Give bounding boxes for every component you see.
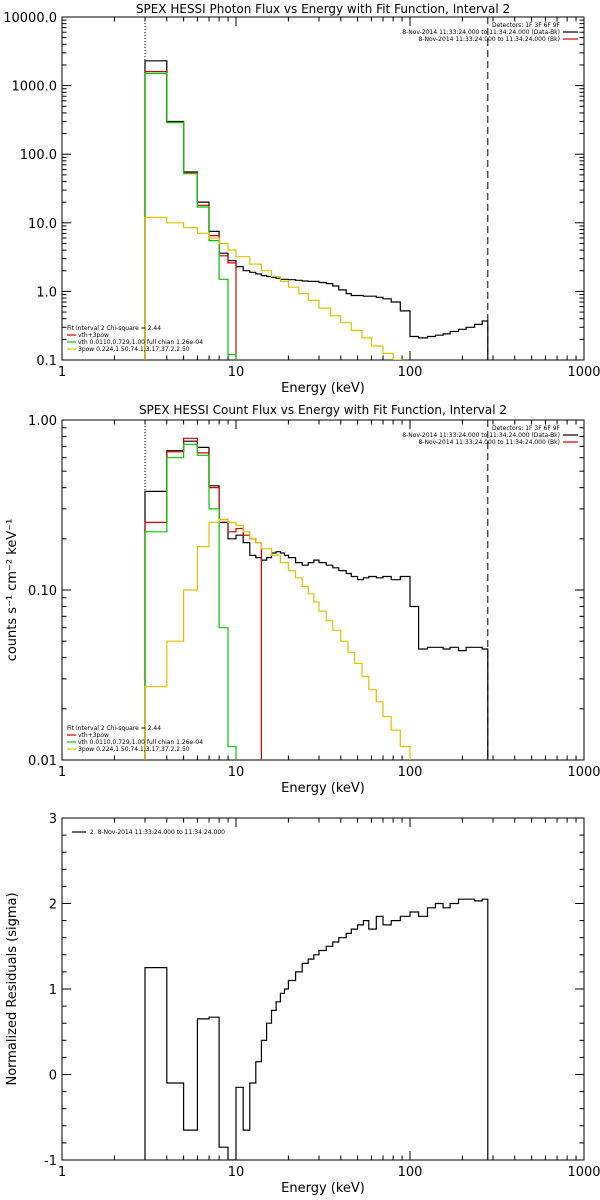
x-axis-label: Energy (keV) — [281, 381, 365, 396]
y-axis-label: Normalized Residuals (sigma) — [5, 892, 20, 1085]
plot-frame — [61, 16, 585, 361]
x-tick-label: 100 — [398, 1165, 423, 1180]
legend-bottom-entry: Fit Interval 2 Chi-square = 2.44 — [67, 725, 161, 732]
legend-bottom-entry: 3pow 0.224,1.50,74.1,3.17,37.2,2.50 — [78, 746, 190, 753]
series-group — [144, 60, 489, 360]
y-tick-label: 1 — [49, 983, 57, 998]
y-tick-label: 3 — [49, 812, 57, 827]
series-4-histogram — [144, 518, 411, 760]
legend-bottom-entry: vth 0.0110,0.729,1.00 full chian 1.26e-0… — [78, 339, 203, 346]
x-tick-label: 10 — [228, 1165, 245, 1180]
x-axis-label: Energy (keV) — [281, 1181, 365, 1196]
series-group — [144, 437, 489, 760]
y-tick-label: 10.0 — [28, 217, 57, 232]
legend-top-entry: 8-Nov-2014 11:33:24.000 to 11:34:24.000 … — [402, 29, 560, 36]
y-tick-label: 10000.0 — [3, 11, 57, 26]
x-ticks — [61, 818, 585, 1160]
series-1-histogram — [144, 898, 489, 1160]
series-2-histogram — [144, 437, 262, 760]
plot-frame — [61, 817, 585, 1161]
legend-bottom-entry: vth 0.0110,0.729,1.00 full chian 1.26e-0… — [78, 739, 203, 746]
legend-top-entry: 8-Nov-2014 11:33:24.000 to 11:34:24.000 … — [418, 36, 560, 43]
series-3-histogram — [144, 72, 237, 360]
legend-bottom: Fit Interval 2 Chi-square = 2.44vth+3pow… — [67, 725, 203, 753]
legend-top-entry: Detectors: 1F 3F 6F 9F — [492, 425, 561, 432]
x-ticks — [61, 17, 585, 360]
legend-top-entry: 2. 8-Nov-2014 11:33:24.000 to 11:34:24.0… — [90, 829, 225, 836]
y-ticks — [62, 427, 584, 761]
x-ticks — [61, 420, 585, 760]
y-tick-label: 2 — [49, 898, 57, 913]
series-4-histogram — [144, 216, 403, 360]
x-tick-label: 10 — [228, 765, 245, 780]
y-tick-label: 1000.0 — [12, 80, 58, 95]
panel-1: SPEX HESSI Photon Flux vs Energy with Fi… — [3, 2, 600, 396]
legend-bottom-entry: vth+3pow — [78, 332, 109, 339]
x-tick-label: 1000 — [567, 1165, 600, 1180]
y-tick-label: 0.1 — [36, 354, 57, 369]
legend-bottom-entry: 3pow 0.224,1.50,74.1,3.17,37.2,2.50 — [78, 346, 190, 353]
legend-bottom: Fit Interval 2 Chi-square = 2.44vth+3pow… — [67, 325, 203, 353]
legend-bottom-entry: Fit Interval 2 Chi-square = 2.44 — [67, 325, 161, 332]
y-tick-label: 1.00 — [28, 414, 57, 429]
plot-frame — [61, 419, 585, 761]
chart-title: SPEX HESSI Photon Flux vs Energy with Fi… — [136, 2, 510, 16]
legend-top-entry: 8-Nov-2014 11:33:24.000 to 11:34:24.000 … — [418, 439, 560, 446]
legend-top: 2. 8-Nov-2014 11:33:24.000 to 11:34:24.0… — [72, 829, 225, 836]
legend-top-entry: 8-Nov-2014 11:33:24.000 to 11:34:24.000 … — [402, 432, 560, 439]
panel-3: 1 10 100 1000 -1 0 1 2 3 Energy (keV) Normalized R… — [5, 812, 600, 1196]
y-tick-label: 1.0 — [36, 285, 57, 300]
legend-top-entry: Detectors: 1F 3F 6F 9F — [492, 22, 561, 29]
x-tick-label: 1000 — [567, 765, 600, 780]
series-group — [144, 898, 489, 1160]
x-axis-label: Energy (keV) — [281, 781, 365, 796]
y-tick-label: -1 — [44, 1154, 57, 1169]
x-tick-label: 1 — [58, 365, 66, 380]
series-3-histogram — [144, 443, 237, 760]
panel-2: SPEX HESSI Count Flux vs Energy with Fit… — [5, 403, 600, 796]
legend-top: Detectors: 1F 3F 6F 9F8-Nov-2014 11:33:2… — [402, 425, 578, 446]
chart-title: SPEX HESSI Count Flux vs Energy with Fit… — [139, 403, 507, 417]
y-tick-label: 0.10 — [28, 584, 57, 599]
x-tick-label: 10 — [228, 365, 245, 380]
x-tick-label: 100 — [398, 365, 423, 380]
legend-top: Detectors: 1F 3F 6F 9F8-Nov-2014 11:33:2… — [402, 22, 578, 43]
y-ticks — [62, 19, 584, 361]
series-1-histogram — [144, 440, 489, 760]
x-tick-label: 1 — [58, 1165, 66, 1180]
series-1-histogram — [144, 60, 489, 360]
y-tick-label: 0.01 — [28, 754, 57, 769]
legend-bottom-entry: vth+3pow — [78, 732, 109, 739]
y-ticks — [62, 817, 584, 1161]
y-axis-label: counts s⁻¹ cm⁻² keV⁻¹ — [5, 519, 20, 662]
x-tick-label: 1 — [58, 765, 66, 780]
x-tick-label: 1000 — [567, 365, 600, 380]
y-tick-label: 0 — [49, 1069, 57, 1084]
y-tick-label: 100.0 — [20, 148, 57, 163]
x-tick-label: 100 — [398, 765, 423, 780]
